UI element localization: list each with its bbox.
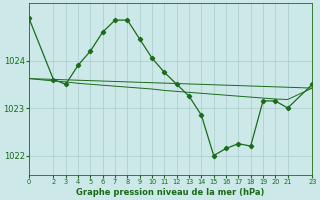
X-axis label: Graphe pression niveau de la mer (hPa): Graphe pression niveau de la mer (hPa): [76, 188, 265, 197]
